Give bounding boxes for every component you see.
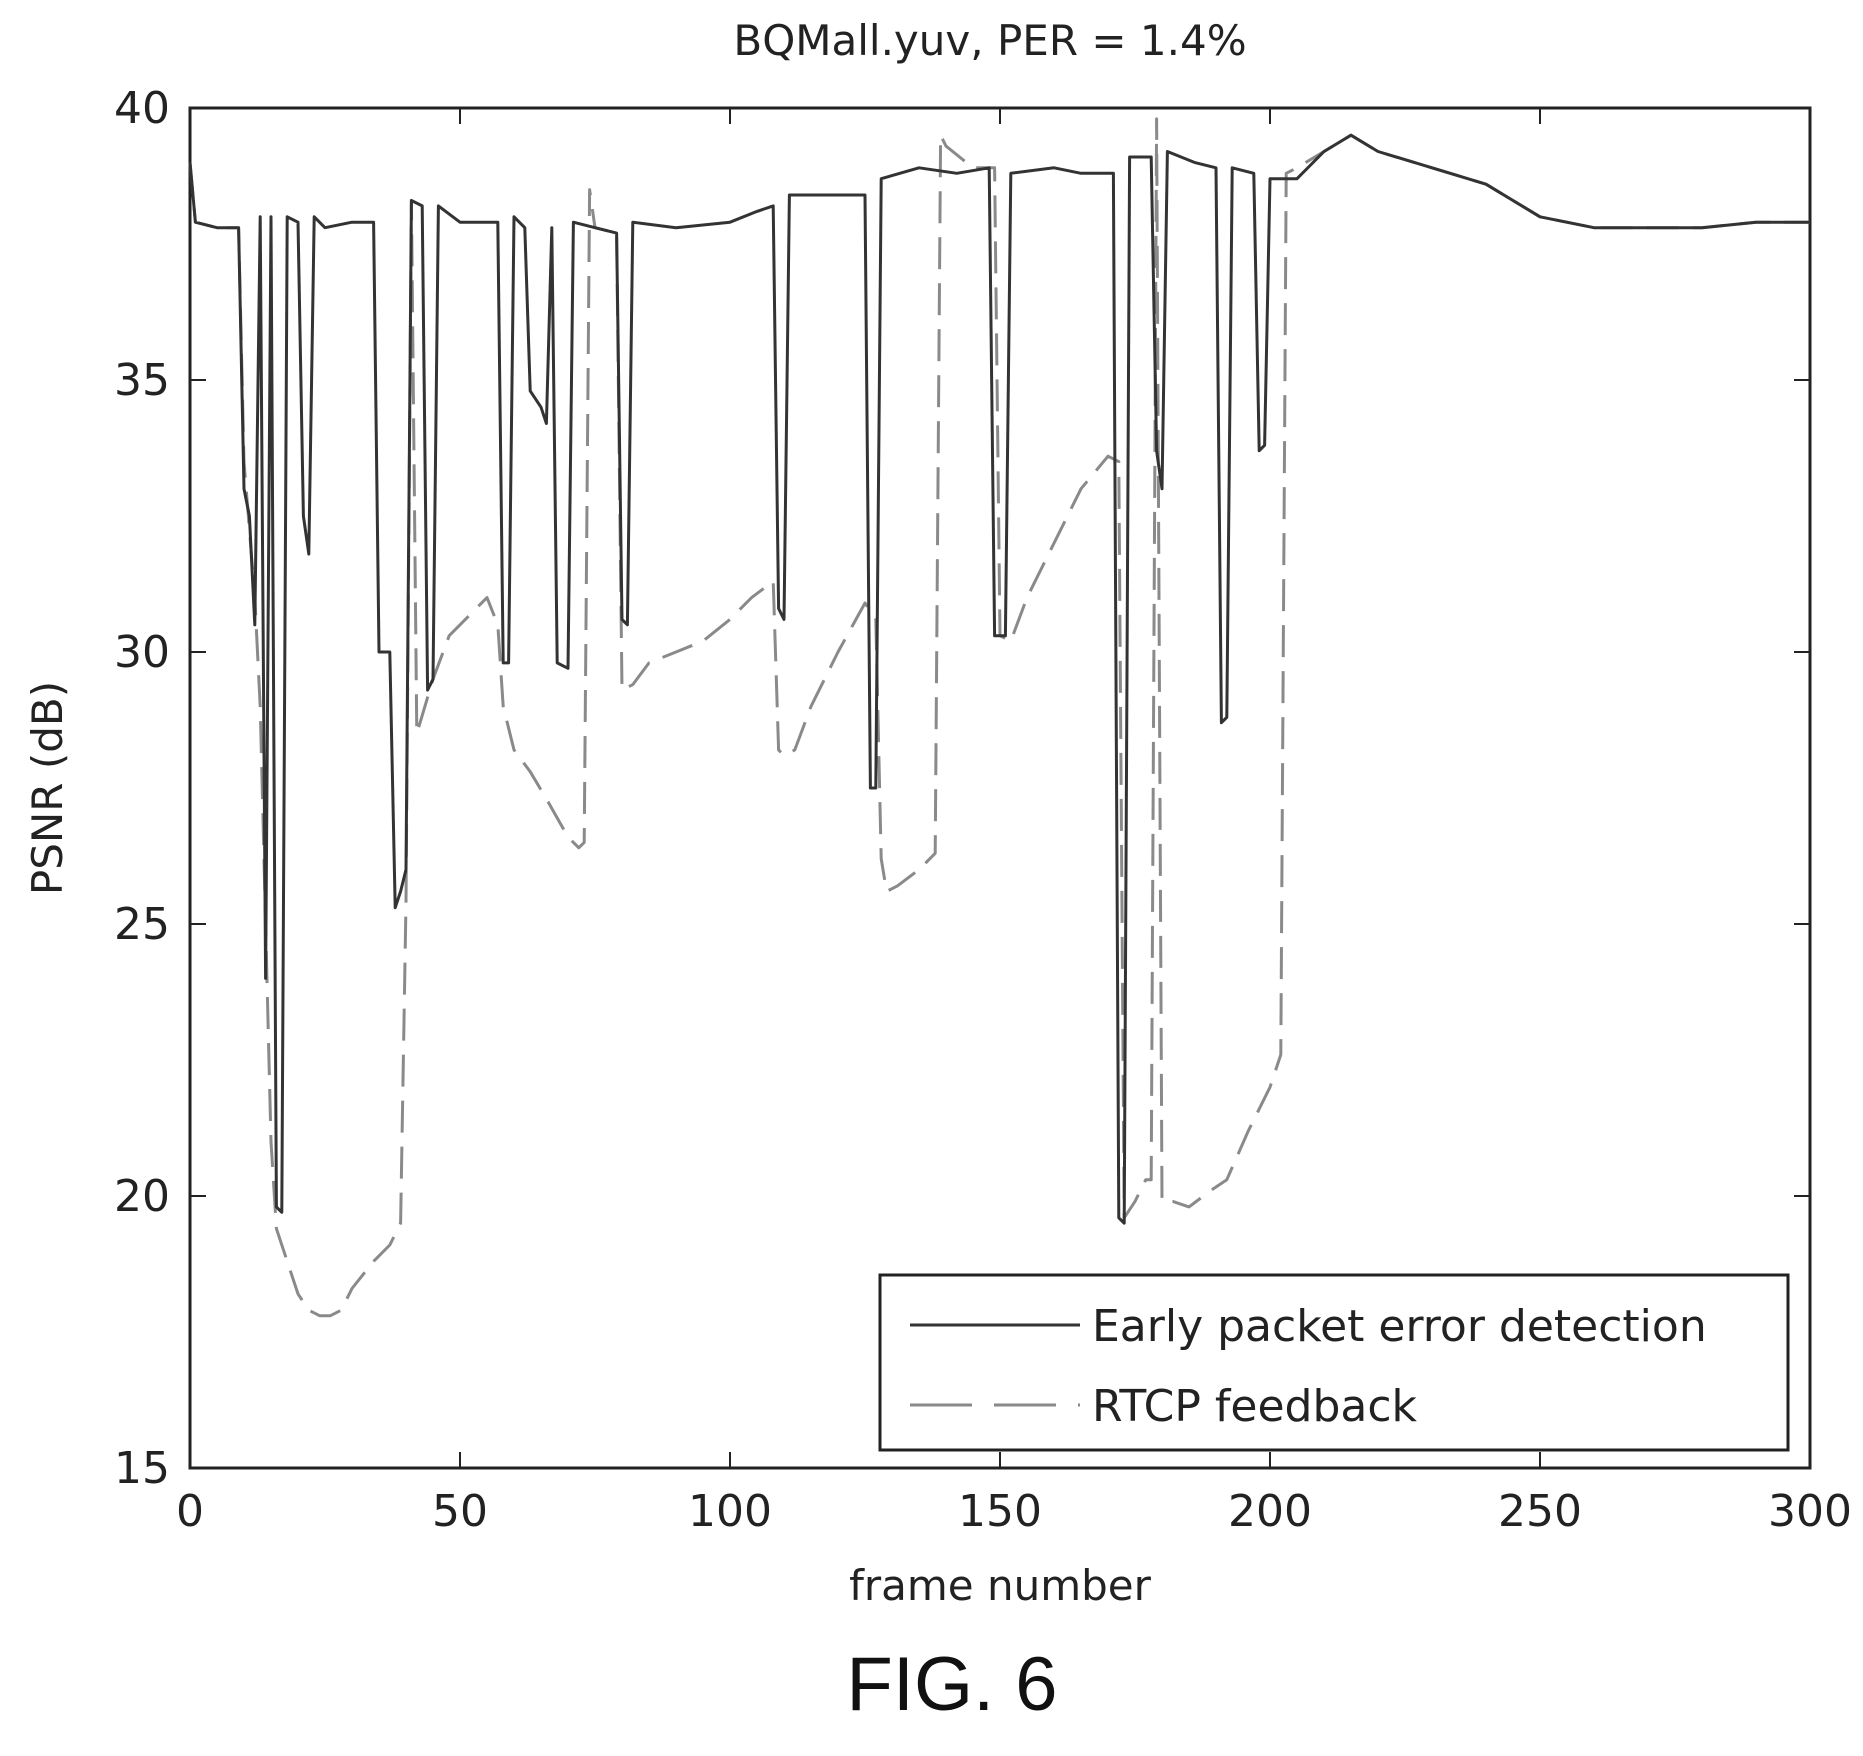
- y-tick-label: 15: [114, 1443, 170, 1494]
- series-rtcp-feedback: [188, 117, 1810, 1318]
- x-tick-labels: 0 50 100 150 200 250 300: [176, 1486, 1852, 1537]
- x-tick-label: 300: [1768, 1486, 1852, 1537]
- plot-frame: [188, 106, 1812, 1470]
- x-tick-label: 50: [432, 1486, 488, 1537]
- y-tick-labels: 15 20 25 30 35 40: [114, 83, 170, 1494]
- x-tick-label: 100: [688, 1486, 772, 1537]
- legend-label-rtcp: RTCP feedback: [1092, 1381, 1418, 1432]
- x-tick-label: 200: [1228, 1486, 1312, 1537]
- x-tick-label: 150: [958, 1486, 1042, 1537]
- figure-label: FIG. 6: [846, 1642, 1057, 1727]
- series-layer: [188, 117, 1810, 1318]
- chart-title: BQMall.yuv, PER = 1.4%: [733, 16, 1246, 65]
- x-tick-label: 250: [1498, 1486, 1582, 1537]
- y-tick-label: 40: [114, 83, 170, 134]
- y-tick-label: 35: [114, 355, 170, 406]
- y-tick-label: 30: [114, 627, 170, 678]
- legend: Early packet error detection RTCP feedba…: [878, 1273, 1790, 1452]
- x-tick-label: 0: [176, 1486, 204, 1537]
- legend-box: [878, 1273, 1790, 1452]
- series-early-packet-error-detection: [188, 133, 1810, 1225]
- y-tick-label: 20: [114, 1171, 170, 1222]
- axis-ticks: [189, 107, 1811, 1469]
- x-axis-label: frame number: [849, 1561, 1152, 1610]
- y-tick-label: 25: [114, 899, 170, 950]
- y-axis-label: PSNR (dB): [23, 681, 72, 895]
- legend-label-early: Early packet error detection: [1092, 1301, 1707, 1352]
